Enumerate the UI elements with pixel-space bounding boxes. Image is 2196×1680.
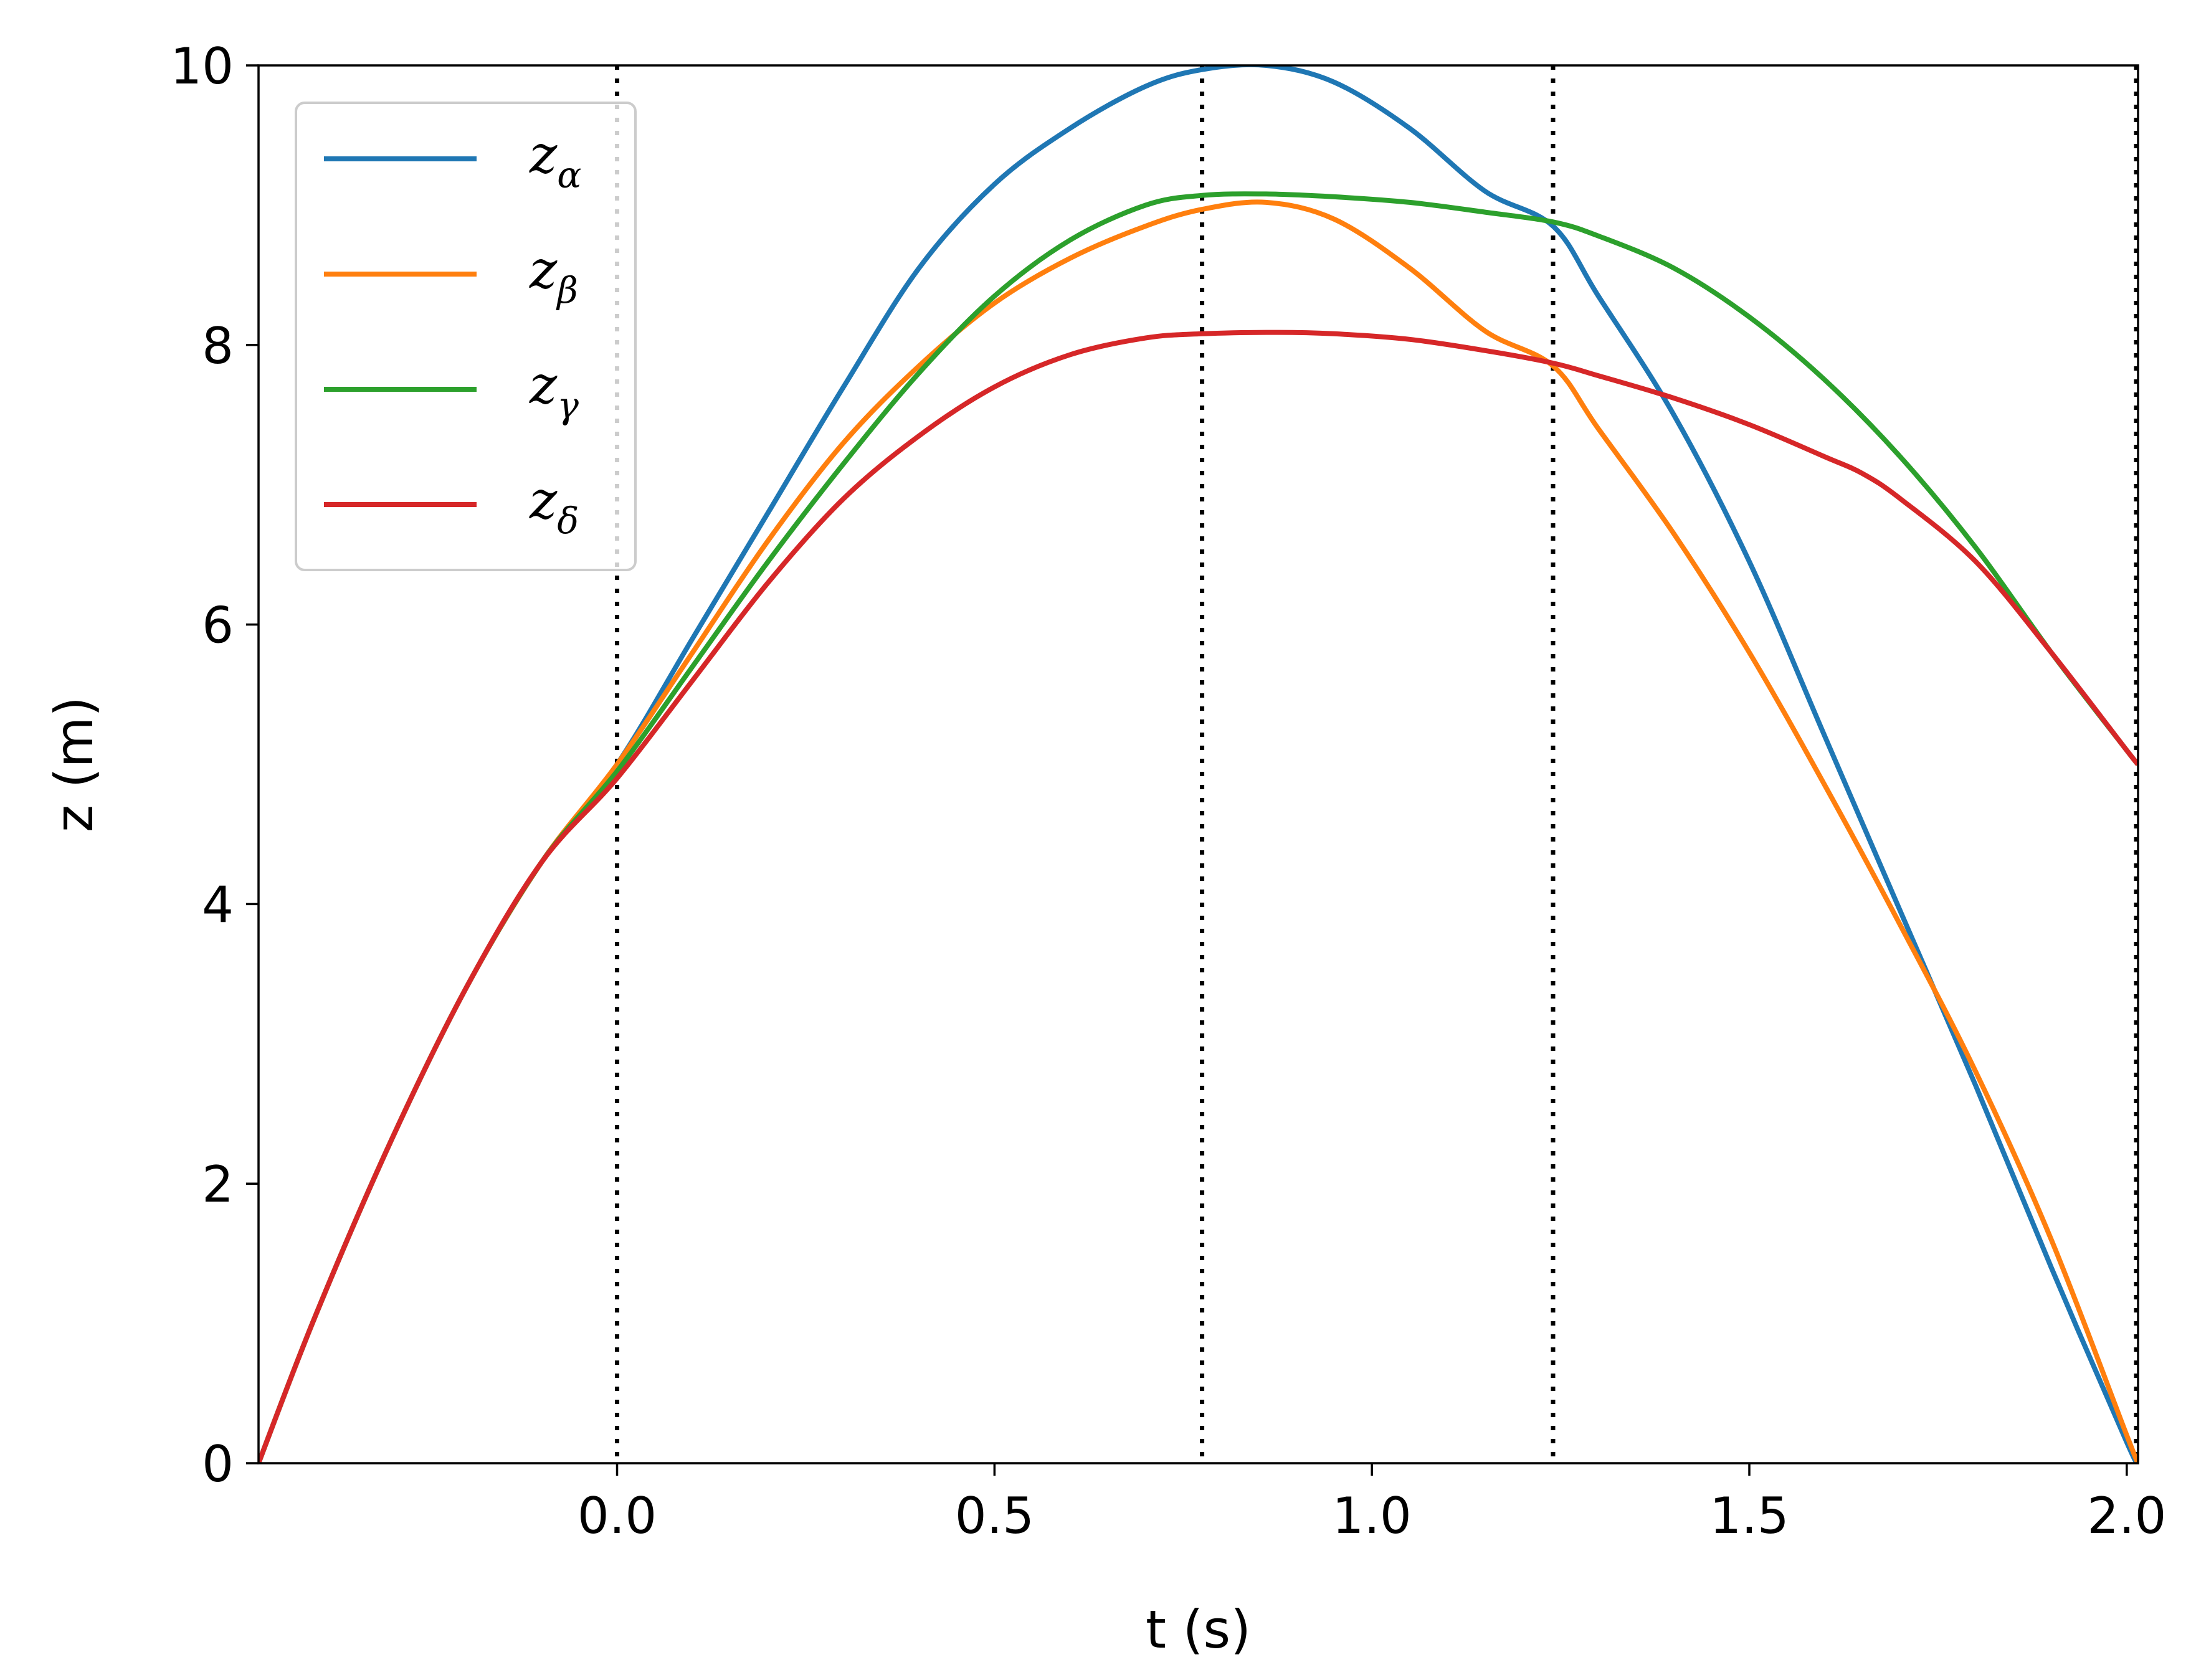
x-tick-label: 0.5 (955, 1487, 1034, 1545)
legend-box (295, 102, 637, 571)
x-tick-label: 1.5 (1709, 1487, 1789, 1545)
y-tick-label: 2 (202, 1156, 234, 1213)
y-tick-label: 8 (202, 317, 234, 375)
legend-entry: zγ (324, 354, 579, 427)
vertical-reference-lines (615, 65, 2138, 1463)
axes-frame (257, 64, 2139, 1464)
series-line-4 (259, 330, 2138, 1463)
x-tick-label: 1.0 (1333, 1487, 1412, 1545)
legend-subscript: δ (557, 500, 579, 542)
y-tick-label: 4 (202, 876, 234, 934)
legend-label: zγ (529, 354, 579, 427)
legend-subscript: α (557, 154, 581, 196)
y-axis-label: z (m) (44, 696, 105, 832)
x-tick-label: 0.0 (578, 1487, 657, 1545)
x-tick-label: 2.0 (2087, 1487, 2166, 1545)
y-tick-label: 0 (202, 1435, 234, 1493)
x-axis-label: t (s) (1146, 1599, 1251, 1660)
y-tick-label: 10 (170, 37, 234, 95)
axes: 0.0 0.5 1.0 1.5 2.0 0 2 4 6 8 10 (170, 37, 2166, 1545)
legend-subscript: γ (557, 384, 579, 427)
legend-subscript: β (556, 269, 578, 311)
y-tick-label: 6 (202, 597, 234, 655)
